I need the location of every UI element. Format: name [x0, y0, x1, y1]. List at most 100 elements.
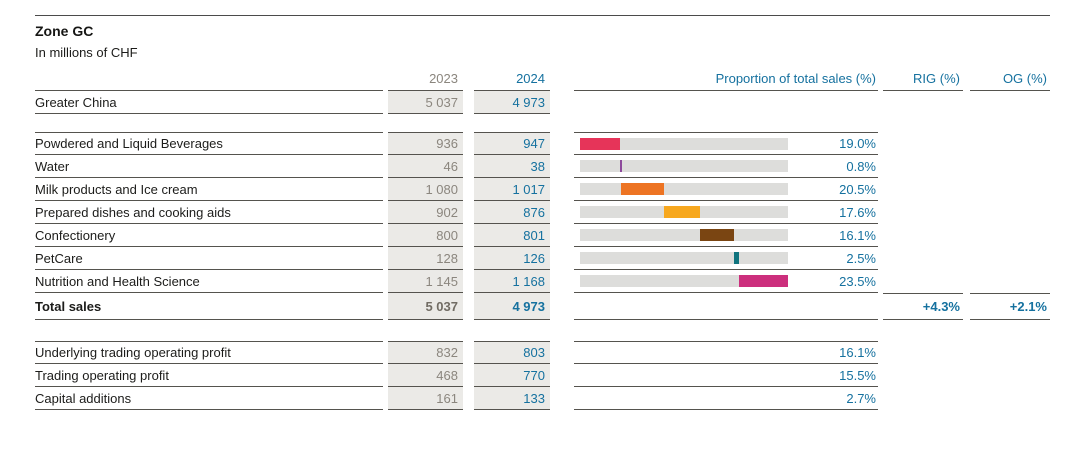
empty-cell — [883, 155, 963, 178]
value-2023: 46 — [388, 155, 463, 178]
proportion-bar-track — [580, 252, 788, 264]
row-label: Water — [35, 155, 383, 178]
proportion-cell: 2.7% — [574, 387, 878, 410]
table-row-profit: Underlying trading operating profit 832 … — [35, 341, 1050, 364]
value-2023: 5 037 — [388, 293, 463, 320]
value-2023: 1 080 — [388, 178, 463, 201]
proportion-bar-track — [580, 229, 788, 241]
proportion-bar-track — [580, 183, 788, 195]
empty-cell — [883, 270, 963, 293]
proportion-bar-track — [580, 206, 788, 218]
empty-cell — [970, 178, 1050, 201]
proportion-bar-fill — [663, 206, 701, 218]
value-2023: 902 — [388, 201, 463, 224]
value-2024: 38 — [474, 155, 550, 178]
empty-cell — [970, 91, 1050, 114]
value-2024: 4 973 — [474, 91, 550, 114]
section-gap — [35, 320, 1050, 341]
proportion-bar-track — [580, 160, 788, 172]
header-row: 2023 2024 Proportion of total sales (%) … — [35, 67, 1050, 91]
value-2023: 128 — [388, 247, 463, 270]
col-header-2023: 2023 — [388, 67, 463, 91]
proportion-cell: 16.1% — [574, 224, 878, 247]
table-row-greater-china: Greater China 5 037 4 973 — [35, 91, 1050, 114]
empty-cell — [970, 387, 1050, 410]
value-2023: 800 — [388, 224, 463, 247]
proportion-cell: 20.5% — [574, 178, 878, 201]
empty-cell — [574, 293, 878, 320]
value-2024: 803 — [474, 341, 550, 364]
table-row-category: Nutrition and Health Science 1 145 1 168… — [35, 270, 1050, 293]
value-2024: 1 168 — [474, 270, 550, 293]
row-label: Trading operating profit — [35, 364, 383, 387]
value-2023: 936 — [388, 132, 463, 155]
proportion-cell: 0.8% — [574, 155, 878, 178]
empty-cell — [970, 132, 1050, 155]
empty-cell — [883, 224, 963, 247]
proportion-bar-fill — [619, 160, 622, 172]
empty-cell — [883, 132, 963, 155]
proportion-value: 23.5% — [839, 273, 876, 289]
table-row-profit: Capital additions 161 133 2.7% — [35, 387, 1050, 410]
col-header-og: OG (%) — [970, 67, 1050, 91]
col-header-2024: 2024 — [474, 67, 550, 91]
table-row-profit: Trading operating profit 468 770 15.5% — [35, 364, 1050, 387]
table-row-category: Milk products and Ice cream 1 080 1 017 … — [35, 178, 1050, 201]
proportion-value: 16.1% — [839, 345, 876, 360]
empty-cell — [883, 247, 963, 270]
proportion-bar-track — [580, 137, 788, 150]
value-2024: 4 973 — [474, 293, 550, 320]
row-label: Total sales — [35, 293, 383, 320]
value-2023: 468 — [388, 364, 463, 387]
empty-cell — [970, 224, 1050, 247]
proportion-value: 15.5% — [839, 367, 876, 383]
table-row-total-sales: Total sales 5 037 4 973 +4.3% +2.1% — [35, 293, 1050, 320]
proportion-bar-track — [580, 275, 788, 287]
empty-cell — [574, 91, 878, 114]
empty-cell — [883, 364, 963, 387]
value-2024: 770 — [474, 364, 550, 387]
value-2024: 947 — [474, 132, 550, 155]
empty-cell — [883, 91, 963, 114]
row-label: Nutrition and Health Science — [35, 270, 383, 293]
proportion-value: 0.8% — [846, 158, 876, 174]
empty-cell — [970, 270, 1050, 293]
value-2023: 832 — [388, 341, 463, 364]
units-label: In millions of CHF — [35, 45, 138, 60]
og-value: +2.1% — [970, 293, 1050, 320]
section-gap — [35, 114, 1050, 132]
proportion-value: 20.5% — [839, 181, 876, 197]
proportion-cell: 23.5% — [574, 270, 878, 293]
row-label: PetCare — [35, 247, 383, 270]
empty-cell — [883, 178, 963, 201]
proportion-bar-fill — [580, 137, 620, 150]
proportion-value: 2.5% — [846, 250, 876, 266]
empty-cell — [883, 341, 963, 364]
proportion-cell: 2.5% — [574, 247, 878, 270]
proportion-bar-fill — [733, 252, 740, 264]
proportion-value: 2.7% — [846, 390, 876, 406]
proportion-value: 19.0% — [839, 136, 876, 151]
table-row-category: PetCare 128 126 2.5% — [35, 247, 1050, 270]
empty-cell — [883, 201, 963, 224]
empty-cell — [970, 201, 1050, 224]
empty-cell — [970, 341, 1050, 364]
row-label: Capital additions — [35, 387, 383, 410]
value-2024: 801 — [474, 224, 550, 247]
empty-cell — [970, 364, 1050, 387]
proportion-cell: 16.1% — [574, 341, 878, 364]
page-title: Zone GC — [35, 23, 94, 39]
value-2023: 161 — [388, 387, 463, 410]
row-label: Prepared dishes and cooking aids — [35, 201, 383, 224]
empty-cell — [883, 387, 963, 410]
col-header-proportion: Proportion of total sales (%) — [574, 67, 878, 91]
row-label: Milk products and Ice cream — [35, 178, 383, 201]
table-row-category: Confectionery 800 801 16.1% — [35, 224, 1050, 247]
value-2023: 5 037 — [388, 91, 463, 114]
empty-cell — [970, 247, 1050, 270]
row-label: Powdered and Liquid Beverages — [35, 132, 383, 155]
col-header-rig: RIG (%) — [883, 67, 963, 91]
row-label: Underlying trading operating profit — [35, 341, 383, 364]
top-rule — [35, 15, 1050, 16]
